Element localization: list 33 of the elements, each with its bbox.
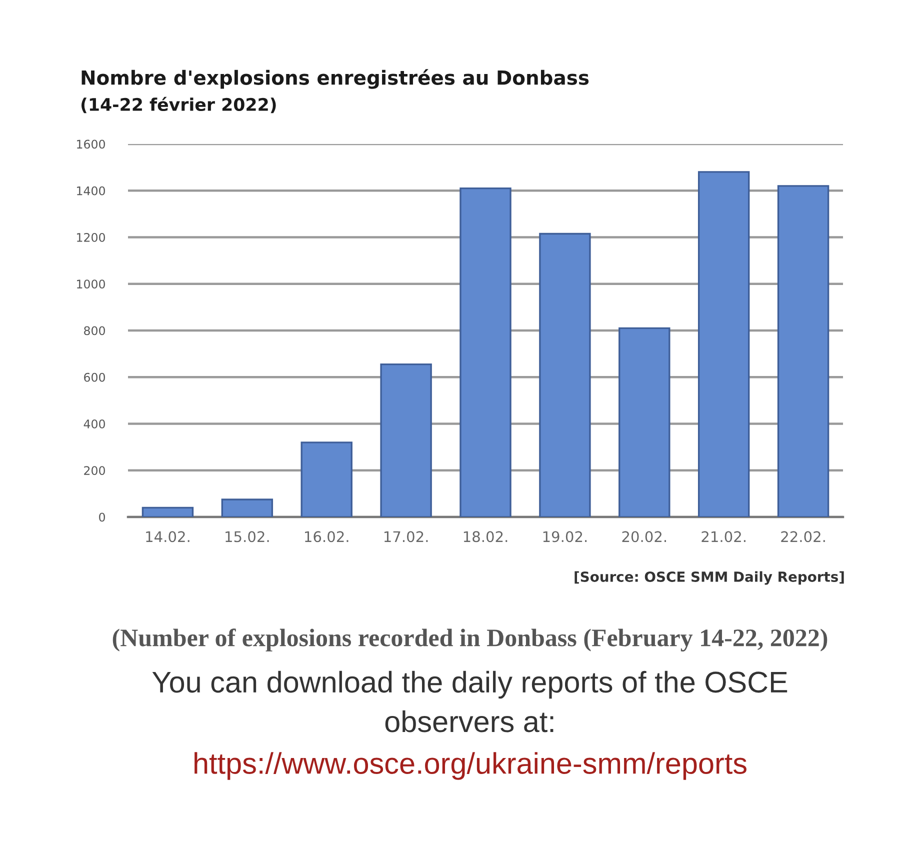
y-tick-label: 1200 — [77, 232, 105, 242]
chart-subtitle: (14-22 février 2022) — [81, 96, 276, 114]
bar — [221, 498, 274, 517]
chart-title: Nombre d'explosions enregistrées au Donbass — [82, 69, 589, 89]
x-tick-label: 19.02. — [543, 531, 587, 542]
x-tick-label: 14.02. — [146, 531, 190, 542]
bar — [300, 442, 352, 517]
text: (Number of explosions recorded in Donbass (February 14-22, 2022) — [112, 628, 828, 652]
y-tick-label: 800 — [84, 326, 105, 336]
text: [Source: OSCE SMM Daily Reports] — [574, 571, 844, 585]
y-tick-label: 1400 — [77, 186, 105, 196]
y-tick-label: 1000 — [77, 280, 105, 289]
bar — [380, 363, 432, 517]
y-tick-label: 200 — [84, 466, 105, 476]
y-tick-label: 400 — [84, 419, 105, 428]
bar — [777, 185, 830, 517]
x-tick-label: 20.02. — [622, 531, 666, 542]
text: https://www.osce.org/ukraine-smm/reports — [194, 752, 746, 780]
y-tick-label: 1600 — [77, 140, 105, 149]
x-tick-label: 15.02. — [226, 531, 269, 542]
x-tick-label: 21.02. — [702, 531, 746, 542]
y-tick-label: 0 — [99, 512, 105, 522]
x-tick-label: 17.02. — [384, 531, 428, 542]
x-tick-label: 18.02. — [464, 531, 508, 542]
bar — [460, 187, 512, 517]
y-tick-label: 600 — [84, 372, 105, 382]
bar — [618, 327, 670, 517]
text: You can download the daily reports of the OSCE observers at: — [152, 670, 788, 732]
bar — [142, 506, 194, 517]
x-tick-label: 22.02. — [781, 531, 825, 542]
bar — [698, 171, 750, 517]
x-tick-label: 16.02. — [305, 531, 348, 542]
bar — [539, 232, 591, 517]
